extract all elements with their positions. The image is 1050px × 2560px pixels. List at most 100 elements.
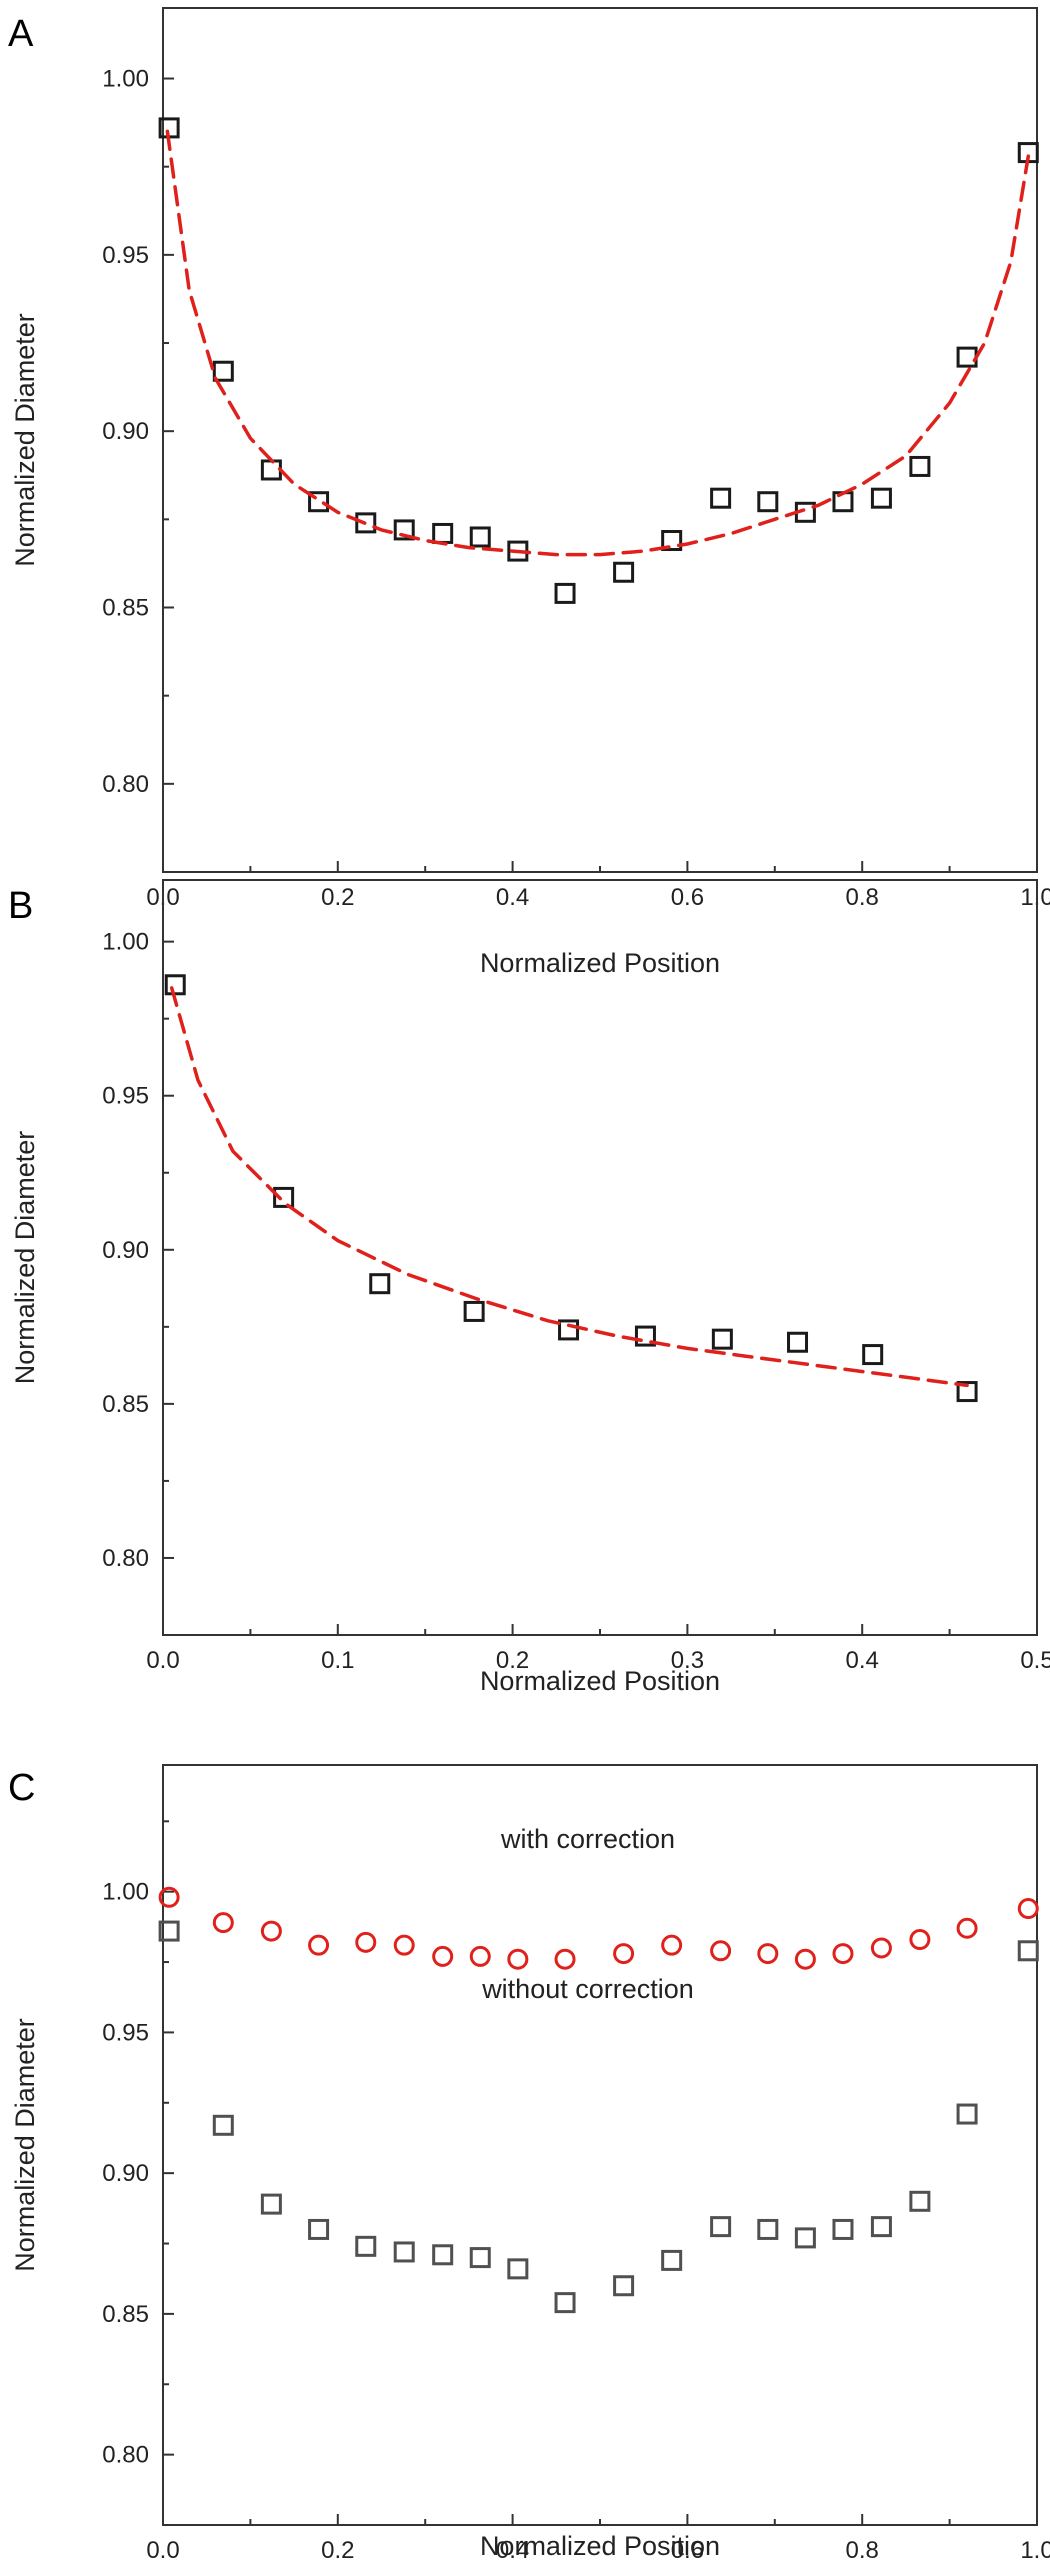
y-tick-label: 1.00	[102, 66, 149, 93]
y-tick-label: 0.85	[102, 1391, 149, 1418]
data-point-circle	[432, 1945, 454, 1967]
data-point-circle	[554, 1948, 576, 1970]
data-point-square	[273, 1186, 295, 1208]
x-tick-label: 0.8	[846, 2537, 879, 2560]
data-point-square	[469, 2247, 491, 2269]
y-tick-label: 0.80	[102, 1545, 149, 1572]
x-tick-label: 0.4	[496, 884, 529, 911]
y-axis-title: Normalized Diameter	[10, 313, 40, 567]
data-point-square	[711, 1328, 733, 1350]
data-point-square	[710, 487, 732, 509]
data-point-square	[469, 526, 491, 548]
data-point-circle	[393, 1934, 415, 1956]
data-point-circle	[613, 1943, 635, 1965]
data-point-square	[212, 2114, 234, 2136]
data-point-square	[832, 2218, 854, 2240]
data-point-square	[507, 2258, 529, 2280]
x-tick-label: 0.3	[671, 1647, 704, 1674]
x-tick-label: 1.0	[1020, 2537, 1050, 2560]
data-point-circle	[469, 1945, 491, 1967]
y-tick-label: 0.90	[102, 1237, 149, 1264]
data-point-square	[308, 491, 330, 513]
data-point-square	[710, 2216, 732, 2238]
data-point-square	[355, 2235, 377, 2257]
data-point-circle	[832, 1943, 854, 1965]
data-point-square	[554, 582, 576, 604]
data-point-square	[787, 1331, 809, 1353]
data-point-circle	[661, 1934, 683, 1956]
data-point-square	[862, 1344, 884, 1366]
x-tick-label: 1.0	[1020, 884, 1050, 911]
y-axis-title: Normalized Diameter	[10, 2018, 40, 2272]
x-tick-label: 0.2	[321, 884, 354, 911]
data-point-square	[794, 2227, 816, 2249]
panel-letter: B	[8, 885, 33, 927]
data-point-circle	[1017, 1898, 1039, 1920]
data-point-square	[558, 1319, 580, 1341]
chart-panel-c: C 0.0 0.2 0.4 0.6 0.8 1.0 0.80 0.85 0.90 0.95 1.00 N…	[8, 1764, 1050, 2560]
panel-letter: A	[8, 13, 34, 55]
y-tick-label: 0.85	[102, 2301, 149, 2328]
x-axis-title: Normalized Position	[480, 2531, 720, 2560]
y-tick-label: 0.80	[102, 2442, 149, 2469]
data-point-circle	[710, 1940, 732, 1962]
y-tick-label: 1.00	[102, 929, 149, 956]
x-tick-label: 0.4	[496, 2537, 529, 2560]
data-point-circle	[507, 1948, 529, 1970]
data-point-circle	[355, 1931, 377, 1953]
data-point-square	[554, 2292, 576, 2314]
data-point-square	[158, 1920, 180, 1942]
x-tick-label: 0.1	[321, 1647, 354, 1674]
data-point-circle	[308, 1934, 330, 1956]
x-axis-title: Normalized Position	[480, 948, 720, 978]
data-point-square	[1017, 1940, 1039, 1962]
chart-panel-a: A0.0 0.2 0.4 0.6 0.8 1.00.800.850.900.951.00N…	[8, 7, 1050, 978]
y-tick-label: 0.95	[102, 2019, 149, 2046]
data-point-circle	[794, 1948, 816, 1970]
data-point-square	[212, 360, 234, 382]
data-point-square	[661, 530, 683, 552]
x-axis-title: Normalized Position	[480, 1666, 720, 1696]
data-point-square	[613, 2275, 635, 2297]
data-point-square	[909, 455, 931, 477]
panel-letter: C	[8, 1767, 35, 1809]
data-point-square	[432, 2244, 454, 2266]
data-point-circle	[956, 1917, 978, 1939]
annotation-label: with correction	[500, 1824, 675, 1854]
fit-curve	[165, 129, 1031, 557]
x-tick-label: 0.5	[1020, 1647, 1050, 1674]
y-tick-label: 0.90	[102, 418, 149, 445]
data-point-square	[260, 2193, 282, 2215]
data-point-square	[757, 491, 779, 513]
fit-curve	[169, 986, 969, 1388]
data-point-square	[463, 1300, 485, 1322]
data-point-square	[308, 2218, 330, 2240]
x-tick-label: 0.0	[146, 2537, 179, 2560]
data-point-square	[870, 2216, 892, 2238]
data-point-square	[956, 1381, 978, 1403]
data-point-circle	[909, 1929, 931, 1951]
annotation-label: without correction	[481, 1974, 694, 2004]
x-tick-label: 0.0	[146, 1647, 179, 1674]
data-point-square	[956, 2103, 978, 2125]
y-tick-label: 0.90	[102, 2160, 149, 2187]
data-point-circle	[870, 1937, 892, 1959]
data-point-square	[757, 2218, 779, 2240]
y-tick-label: 1.00	[102, 1879, 149, 1906]
x-tick-label: 0.2	[496, 1647, 529, 1674]
data-point-square	[613, 561, 635, 583]
y-axis-title: Normalized Diameter	[10, 1131, 40, 1385]
data-point-square	[369, 1273, 391, 1295]
data-point-square	[661, 2249, 683, 2271]
y-tick-label: 0.95	[102, 1083, 149, 1110]
data-point-square	[909, 2190, 931, 2212]
data-point-square	[164, 974, 186, 996]
data-point-square	[634, 1325, 656, 1347]
y-tick-label: 0.80	[102, 771, 149, 798]
data-point-square	[393, 2241, 415, 2263]
x-tick-label: 0.2	[321, 2537, 354, 2560]
x-tick-label: 0.8	[846, 884, 879, 911]
x-tick-label: 0.6	[671, 2537, 704, 2560]
data-point-circle	[212, 1912, 234, 1934]
